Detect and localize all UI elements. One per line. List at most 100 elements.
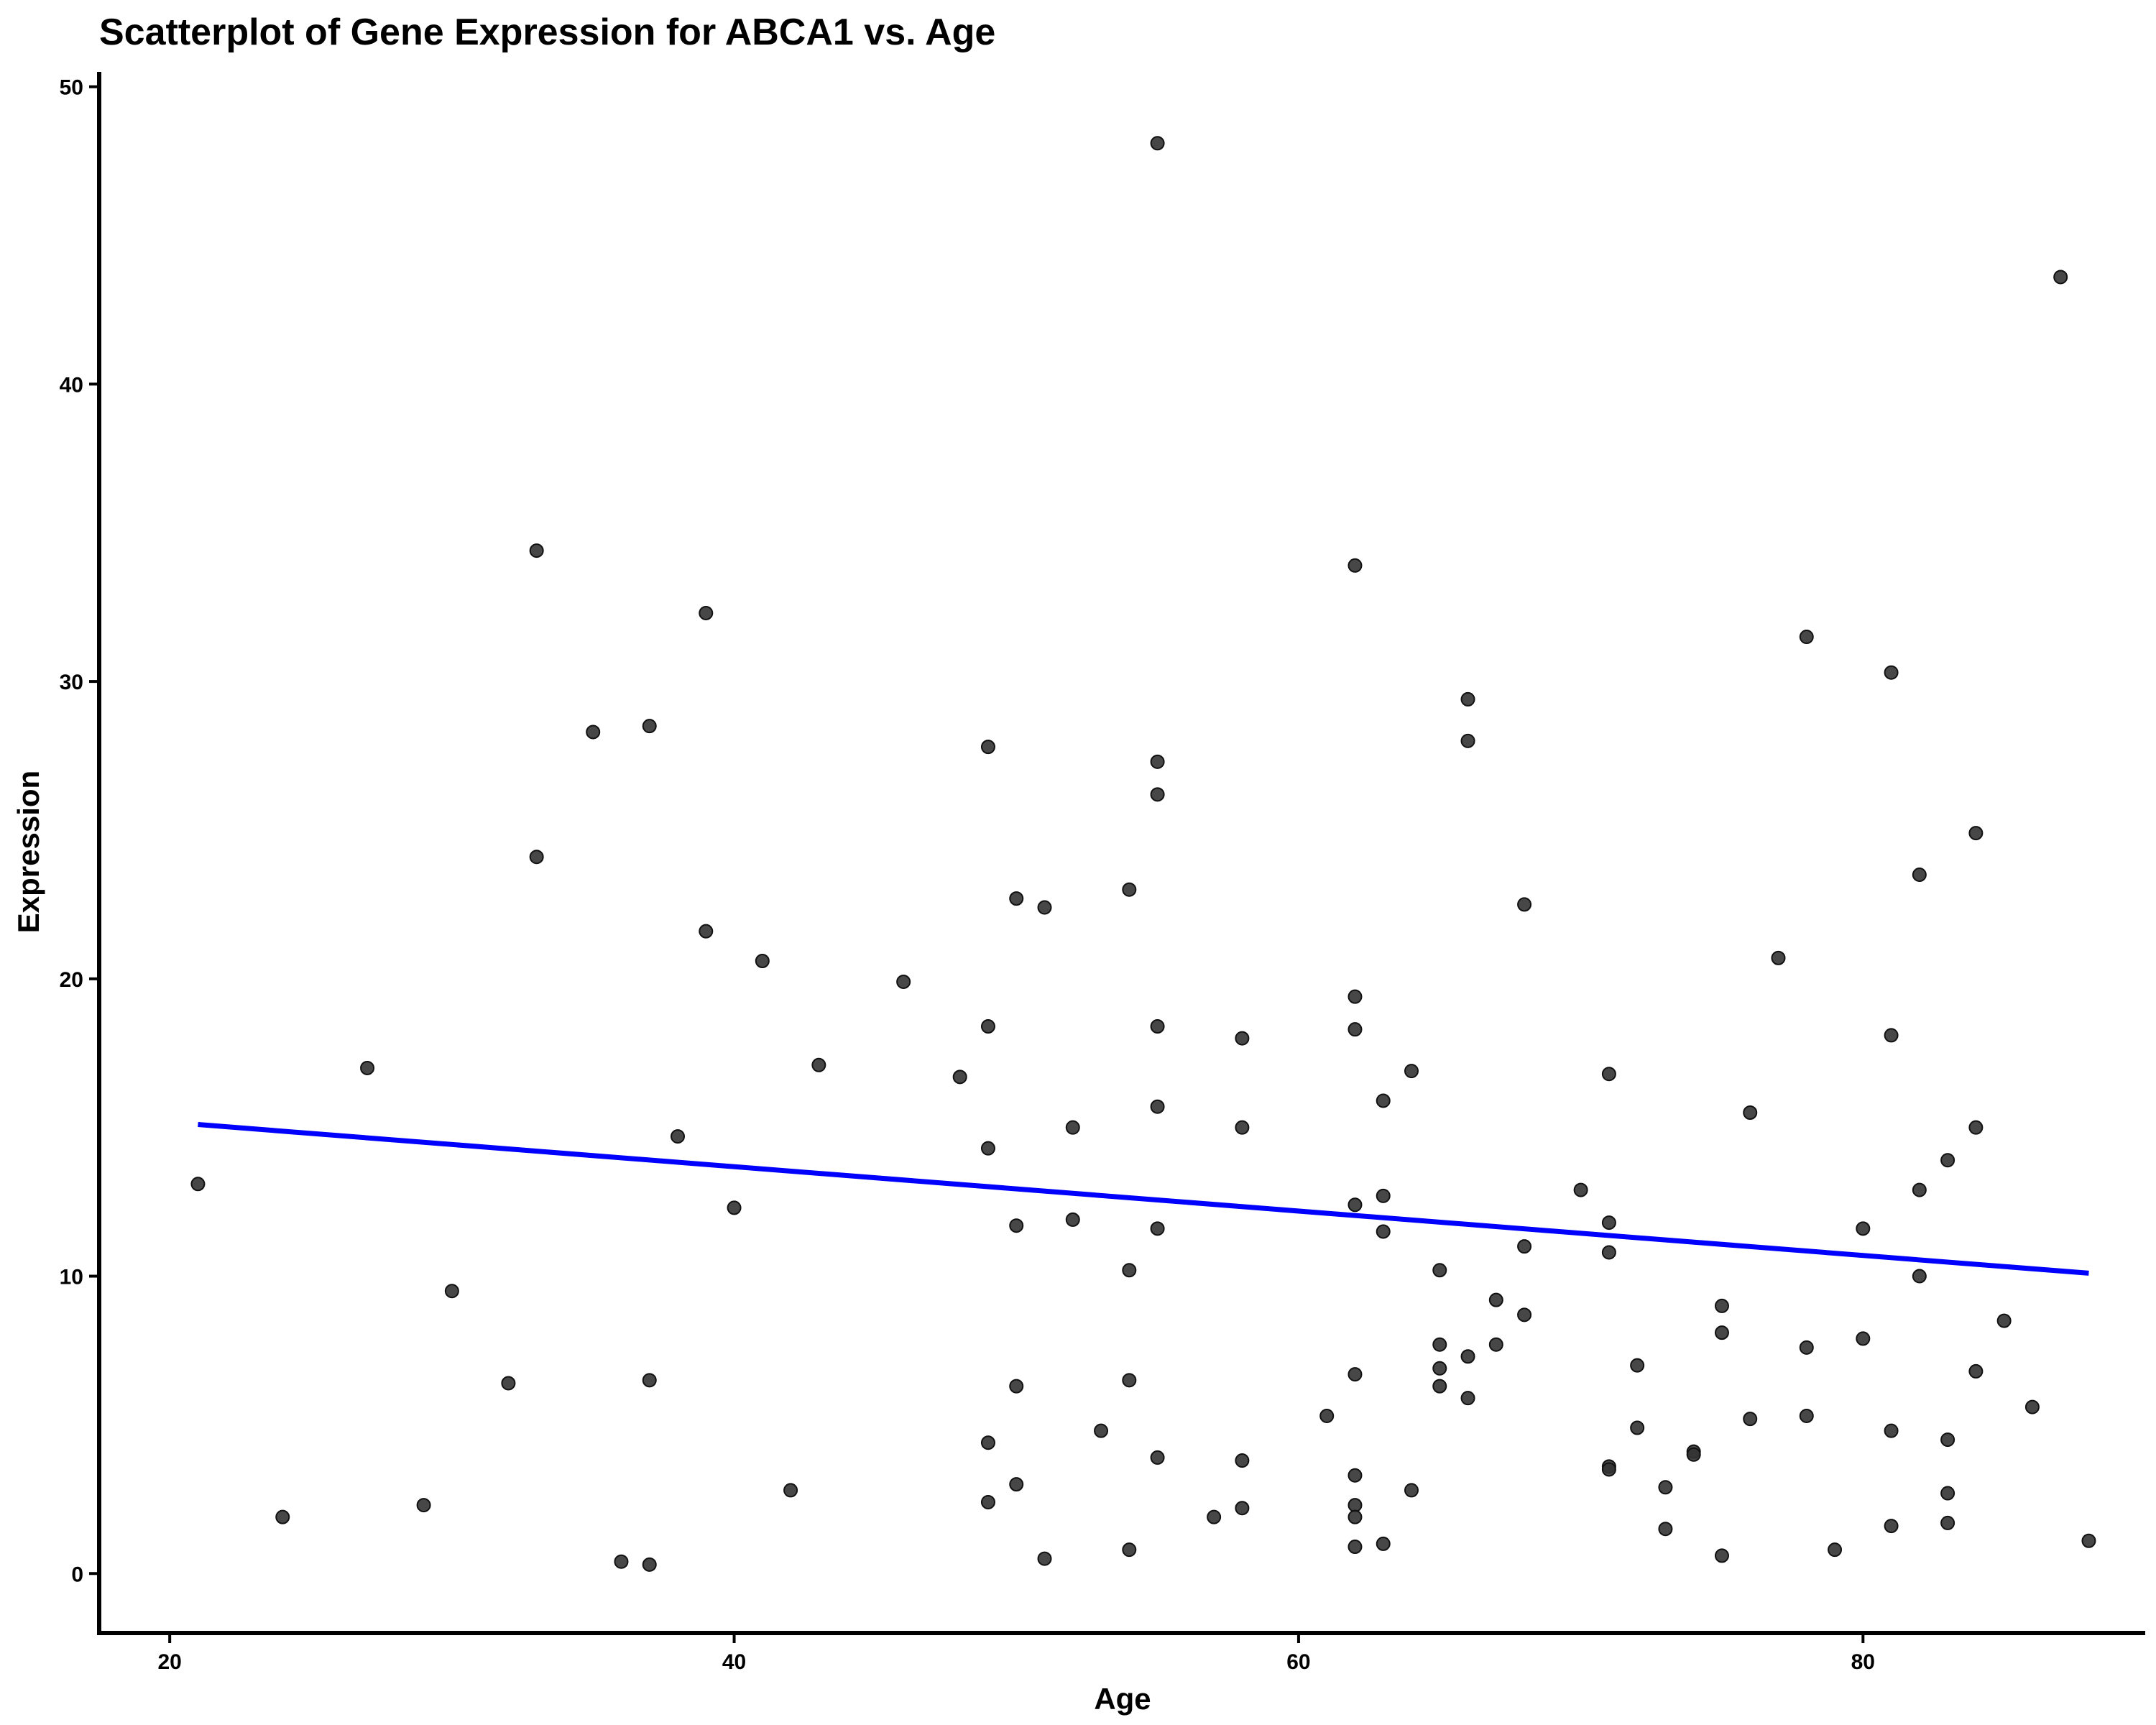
data-point — [1856, 1221, 1871, 1236]
data-point — [501, 1376, 516, 1391]
data-point — [1460, 691, 1475, 707]
y-tick-label: 0 — [71, 1563, 83, 1586]
data-point — [1122, 1263, 1137, 1278]
data-point — [1009, 891, 1024, 906]
data-point — [1884, 1028, 1899, 1043]
data-point — [980, 1141, 995, 1156]
data-point — [980, 1435, 995, 1450]
data-point — [1065, 1212, 1080, 1227]
data-point — [1009, 1477, 1024, 1492]
data-point — [1799, 1340, 1814, 1355]
data-point — [586, 724, 601, 740]
data-point — [1376, 1188, 1391, 1203]
data-point — [1376, 1093, 1391, 1108]
y-tick-label: 10 — [60, 1266, 83, 1289]
data-point — [1743, 1105, 1758, 1120]
data-point — [1348, 1197, 1363, 1213]
data-point — [275, 1509, 290, 1524]
chart-title: Scatterplot of Gene Expression for ABCA1… — [99, 12, 995, 53]
data-point — [980, 740, 995, 755]
x-tick-label: 40 — [722, 1650, 746, 1674]
data-point — [1630, 1420, 1645, 1435]
data-point — [1376, 1536, 1391, 1551]
data-point — [529, 543, 544, 558]
y-tick-label: 50 — [60, 76, 83, 100]
data-point — [444, 1284, 459, 1299]
data-point — [1488, 1337, 1503, 1352]
data-point — [1743, 1412, 1758, 1427]
data-point — [1376, 1224, 1391, 1239]
data-point — [360, 1060, 375, 1075]
data-point — [1940, 1432, 1955, 1448]
data-point — [416, 1498, 431, 1513]
data-point — [1235, 1120, 1250, 1135]
data-point — [1884, 1423, 1899, 1438]
data-point — [642, 1373, 657, 1388]
data-point — [1094, 1423, 1109, 1438]
data-point — [1122, 882, 1137, 897]
data-point — [1150, 1450, 1165, 1465]
data-point — [1714, 1298, 1729, 1313]
data-point — [1968, 1120, 1984, 1135]
data-point — [1150, 1099, 1165, 1114]
data-point — [1460, 733, 1475, 748]
data-point — [1912, 868, 1927, 883]
data-point — [1968, 826, 1984, 841]
data-point — [1912, 1269, 1927, 1284]
y-axis-label: Expression — [11, 770, 45, 933]
data-point — [1771, 950, 1786, 965]
data-point — [1601, 1245, 1616, 1260]
data-point — [1714, 1325, 1729, 1340]
y-tick-label: 30 — [60, 671, 83, 694]
data-points — [190, 136, 2096, 1572]
data-point — [980, 1019, 995, 1034]
data-point — [1828, 1542, 1843, 1558]
data-point — [699, 605, 714, 620]
data-point — [1065, 1120, 1080, 1135]
x-tick-label: 60 — [1286, 1650, 1310, 1674]
data-point — [1009, 1218, 1024, 1233]
data-point — [2053, 270, 2068, 285]
data-point — [1150, 1221, 1165, 1236]
data-point — [1348, 989, 1363, 1004]
data-point — [1601, 1462, 1616, 1477]
data-point — [1601, 1067, 1616, 1082]
data-point — [1235, 1501, 1250, 1516]
data-point — [1517, 897, 1532, 912]
data-point — [755, 954, 770, 969]
data-point — [1404, 1483, 1419, 1498]
data-point — [783, 1483, 798, 1498]
data-point — [1460, 1349, 1475, 1364]
data-point — [1404, 1064, 1419, 1079]
data-point — [699, 924, 714, 939]
data-point — [1150, 1019, 1165, 1034]
y-tick-label: 40 — [60, 373, 83, 397]
data-point — [1517, 1239, 1532, 1254]
data-point — [2024, 1399, 2040, 1414]
data-point — [1348, 1022, 1363, 1037]
x-tick-label: 20 — [157, 1650, 181, 1674]
x-axis-ticks: 20 40 60 80 — [157, 1633, 1875, 1674]
data-point — [1799, 630, 1814, 645]
data-point — [1432, 1263, 1447, 1278]
data-point — [2081, 1533, 2096, 1548]
data-point — [1460, 1391, 1475, 1406]
data-point — [1150, 787, 1165, 802]
data-point — [1150, 754, 1165, 769]
data-point — [980, 1494, 995, 1509]
data-point — [1348, 1540, 1363, 1555]
data-point — [1686, 1447, 1701, 1462]
data-point — [1122, 1373, 1137, 1388]
data-point — [1235, 1031, 1250, 1046]
data-point — [1348, 558, 1363, 573]
data-point — [1940, 1486, 1955, 1501]
data-point — [1912, 1182, 1927, 1197]
x-tick-label: 80 — [1851, 1650, 1875, 1674]
data-point — [1968, 1363, 1984, 1379]
data-point — [727, 1200, 742, 1215]
data-point — [1517, 1307, 1532, 1322]
data-point — [1658, 1522, 1673, 1537]
data-point — [642, 719, 657, 734]
data-point — [1573, 1182, 1588, 1197]
